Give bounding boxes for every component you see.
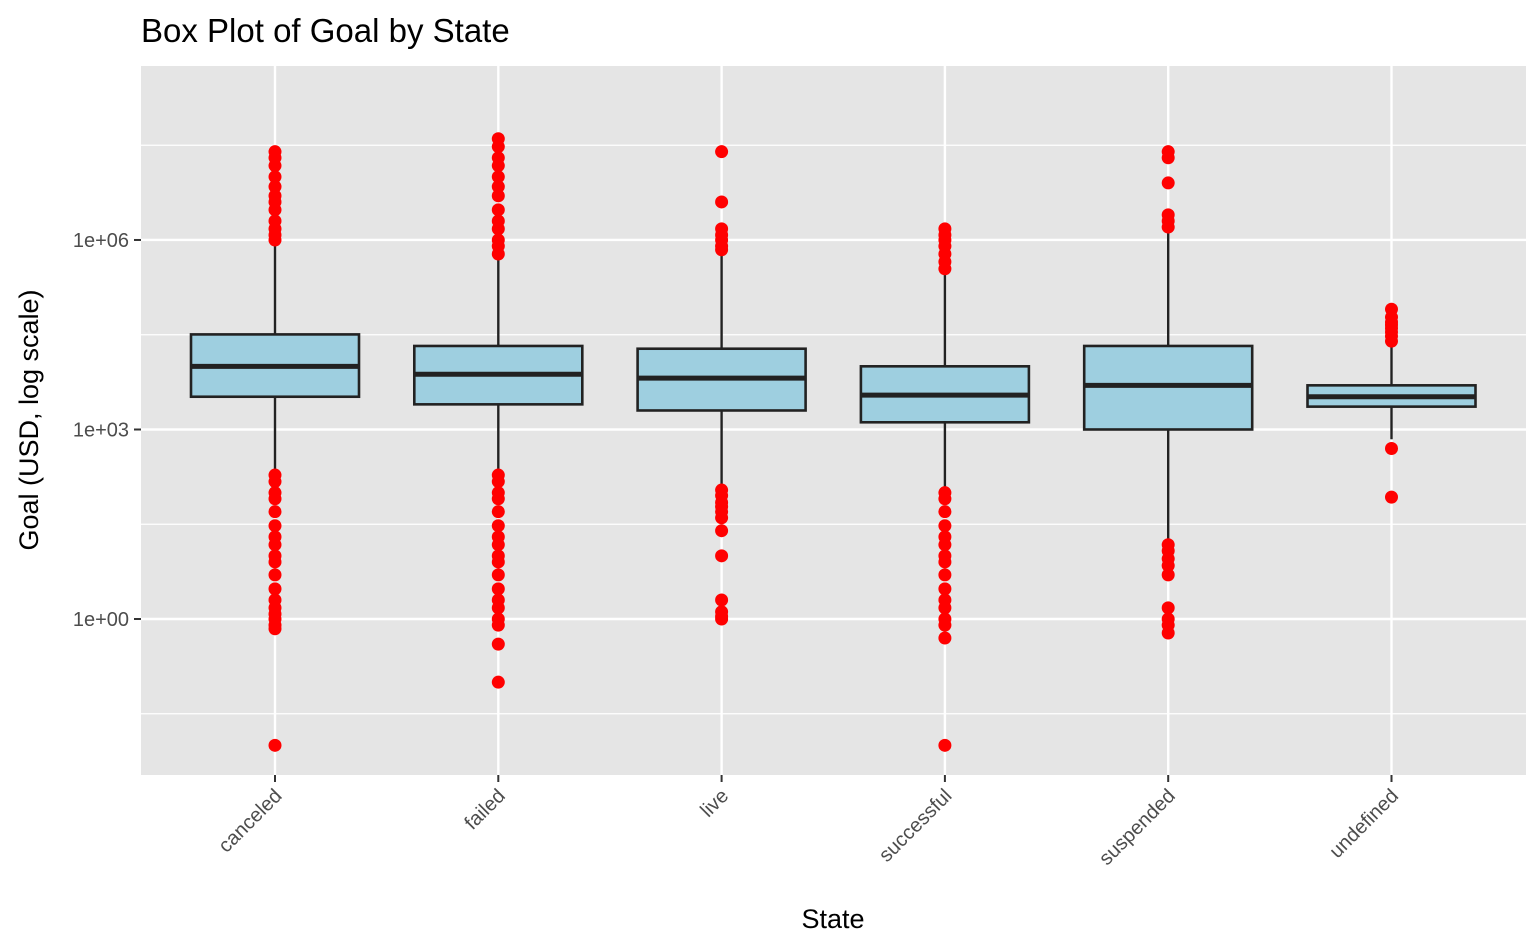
outlier-point xyxy=(1161,568,1175,582)
outlier-point xyxy=(938,222,952,236)
box-successful xyxy=(859,222,1031,752)
outlier-point xyxy=(491,151,505,165)
outlier-point xyxy=(268,519,282,533)
outlier-point xyxy=(268,214,282,228)
outlier-point xyxy=(1161,208,1175,222)
y-axis-label: Goal (USD, log scale) xyxy=(14,289,44,550)
outlier-point xyxy=(1385,490,1398,504)
outlier-point xyxy=(715,524,729,538)
outlier-point xyxy=(491,468,505,482)
outlier-point xyxy=(491,637,505,651)
boxes-layer xyxy=(189,132,1477,752)
outlier-point xyxy=(715,195,729,209)
outlier-point xyxy=(268,568,282,582)
outlier-point xyxy=(1385,302,1398,316)
outlier-point xyxy=(938,530,952,544)
y-tick-label: 1e+06 xyxy=(73,230,129,252)
outlier-point xyxy=(715,593,729,607)
outlier-point xyxy=(715,605,729,619)
outlier-point xyxy=(491,675,505,689)
box-canceled xyxy=(189,145,361,752)
outlier-point xyxy=(715,549,729,563)
x-tick-label-undefined: undefined xyxy=(1325,785,1403,863)
outlier-point xyxy=(491,505,505,519)
outlier-point xyxy=(491,549,505,563)
outlier-point xyxy=(1161,601,1175,615)
outlier-point xyxy=(491,203,505,217)
outlier-point xyxy=(1161,612,1175,626)
outlier-point xyxy=(491,132,505,146)
outlier-point xyxy=(938,486,952,500)
y-tick-label: 1e+00 xyxy=(73,609,129,631)
outlier-point xyxy=(268,593,282,607)
outlier-point xyxy=(715,483,729,497)
x-tick-label-canceled: canceled xyxy=(214,785,286,857)
outlier-point xyxy=(268,582,282,596)
outlier-point xyxy=(268,468,282,482)
outlier-point xyxy=(1161,145,1175,159)
outlier-point xyxy=(491,214,505,228)
outlier-point xyxy=(268,486,282,500)
outlier-point xyxy=(938,612,952,626)
outlier-point xyxy=(491,612,505,626)
outlier-point xyxy=(938,582,952,596)
outlier-point xyxy=(938,593,952,607)
box-undefined xyxy=(1306,302,1477,504)
outlier-point xyxy=(491,519,505,533)
x-tick-label-suspended: suspended xyxy=(1095,785,1180,870)
outlier-point xyxy=(938,631,952,645)
box-failed xyxy=(412,132,584,689)
outlier-point xyxy=(1161,176,1175,190)
x-tick-label-successful: successful xyxy=(875,785,957,867)
outlier-point xyxy=(268,170,282,184)
outlier-point xyxy=(491,582,505,596)
box-suspended xyxy=(1082,145,1254,640)
outlier-point xyxy=(491,170,505,184)
chart-title: Box Plot of Goal by State xyxy=(141,12,510,49)
outlier-point xyxy=(715,145,729,159)
outlier-point xyxy=(268,505,282,519)
outlier-point xyxy=(938,549,952,563)
outlier-point xyxy=(268,180,282,194)
outlier-point xyxy=(1385,442,1398,456)
outlier-point xyxy=(1161,538,1175,552)
outlier-point xyxy=(491,189,505,203)
outlier-point xyxy=(938,519,952,533)
y-tick-label: 1e+03 xyxy=(73,419,129,441)
outlier-point xyxy=(715,222,729,236)
outlier-point xyxy=(268,145,282,159)
outlier-point xyxy=(491,486,505,500)
x-tick-label-failed: failed xyxy=(460,785,509,834)
outlier-point xyxy=(491,568,505,582)
outlier-point xyxy=(268,738,282,752)
outlier-point xyxy=(938,568,952,582)
box-live xyxy=(636,145,807,626)
outlier-point xyxy=(491,233,505,247)
plot-panel xyxy=(141,66,1526,775)
outlier-point xyxy=(938,738,952,752)
outlier-point xyxy=(491,180,505,194)
outlier-point xyxy=(268,189,282,203)
outlier-point xyxy=(268,549,282,563)
outlier-point xyxy=(491,530,505,544)
outlier-point xyxy=(491,593,505,607)
x-tick-label-live: live xyxy=(696,785,733,822)
outlier-point xyxy=(268,530,282,544)
outlier-point xyxy=(938,505,952,519)
x-axis-label: State xyxy=(801,904,864,934)
